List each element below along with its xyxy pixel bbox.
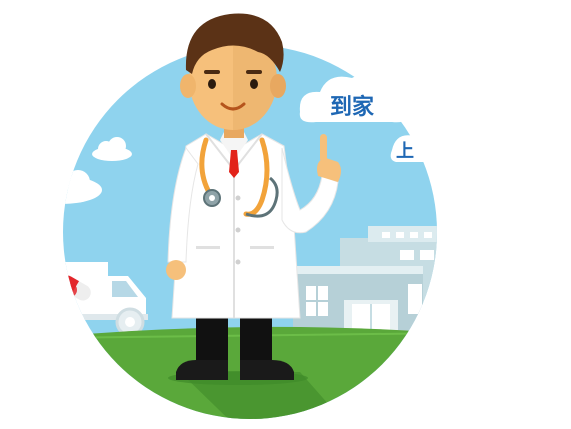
- doctor-figure: [166, 13, 341, 385]
- left-hand: [166, 260, 186, 280]
- left-shoe-icon: [176, 360, 228, 380]
- doctor-hair: [185, 13, 284, 74]
- grass-shadow: [180, 372, 360, 419]
- doctor-smile: [220, 102, 246, 111]
- stethoscope-icon: [199, 137, 270, 217]
- partial-cloud-text: 上: [396, 141, 414, 162]
- speech-cloud: 到家: [299, 73, 409, 123]
- right-shoe-icon: [240, 360, 294, 380]
- red-tie: [229, 150, 239, 178]
- pointing-hand-icon: [317, 134, 341, 182]
- small-cloud-icon: [92, 137, 132, 161]
- partial-cloud: 上: [390, 135, 432, 162]
- cloud-text: 到家: [330, 94, 375, 120]
